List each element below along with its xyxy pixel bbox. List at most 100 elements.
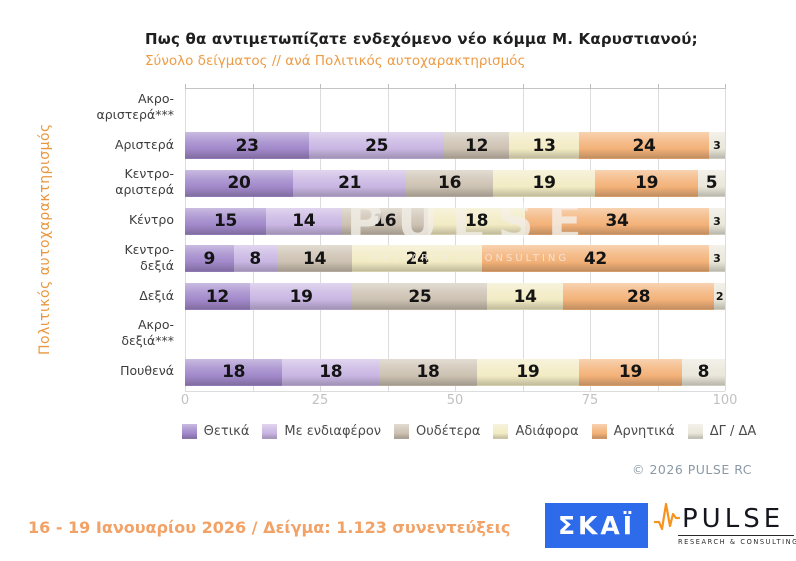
x-tick-label: 100 bbox=[712, 393, 738, 408]
bar-row: 9 8 14 24 42 3 bbox=[185, 245, 725, 273]
gridline bbox=[590, 89, 591, 391]
bar-segment: 21 bbox=[293, 169, 407, 197]
bar-value-label: 13 bbox=[532, 135, 556, 156]
bar-segment: 8 bbox=[233, 245, 277, 273]
chart-legend: Θετικά Με ενδιαφέρον Ουδέτερα Αδιάφορα Αρνητ… bbox=[148, 424, 790, 439]
gridline bbox=[320, 89, 321, 391]
bar-row: 15 14 16 18 34 3 bbox=[185, 207, 725, 235]
bar-value-label: 19 bbox=[635, 173, 659, 194]
axis-tick bbox=[522, 84, 524, 89]
bar-segment: 16 bbox=[341, 207, 428, 235]
legend-label: ΔΓ / ΔΑ bbox=[709, 424, 757, 439]
legend-label: Αρνητικά bbox=[613, 424, 675, 439]
bar-segment: 19 bbox=[579, 358, 682, 386]
skai-logo: ΣΚΑΪ bbox=[545, 503, 648, 548]
axis-tick bbox=[387, 84, 389, 89]
bar-value-label: 8 bbox=[249, 248, 261, 269]
category-label: Πουθενά bbox=[120, 363, 174, 378]
bar-segment: 14 bbox=[266, 207, 342, 235]
bar-value-label: 16 bbox=[438, 173, 462, 194]
bar-segment: 24 bbox=[352, 245, 482, 273]
survey-info-text: 16 - 19 Ιανουαρίου 2026 / Δείγμα: 1.123 … bbox=[28, 518, 511, 537]
skai-logo-text: ΣΚΑΪ bbox=[557, 511, 636, 540]
legend-swatch bbox=[262, 424, 278, 439]
axis-tick bbox=[590, 84, 591, 89]
legend-item: Με ενδιαφέρον bbox=[262, 424, 381, 439]
bar-segment: 12 bbox=[185, 283, 250, 311]
axis-tick bbox=[320, 84, 321, 89]
chart-title: Πως θα αντιμετωπίζατε ενδεχόμενο νέο κόμ… bbox=[145, 30, 698, 48]
bar-segment: 16 bbox=[406, 169, 493, 197]
x-tick-label: 75 bbox=[581, 393, 599, 408]
bar-value-label: 28 bbox=[627, 286, 651, 307]
bar-segment: 20 bbox=[185, 169, 293, 197]
gridline bbox=[522, 89, 524, 391]
bar-value-label: 2 bbox=[715, 290, 724, 304]
legend-swatch bbox=[591, 424, 607, 439]
bar-value-label: 5 bbox=[705, 173, 718, 194]
bar-segment: 23 bbox=[185, 132, 310, 160]
bar-value-label: 19 bbox=[618, 362, 642, 383]
bar-value-label: 23 bbox=[235, 135, 259, 156]
category-axis: Ακρο-αριστερά*** Αριστερά Κεντρο-αριστερά Κ… bbox=[60, 88, 180, 390]
legend-swatch bbox=[493, 424, 509, 439]
pulse-logo-subtext: RESEARCH & CONSULTING bbox=[678, 535, 796, 546]
bar-value-label: 14 bbox=[292, 211, 316, 232]
gridline bbox=[455, 89, 456, 391]
bar-value-label: 24 bbox=[632, 135, 656, 156]
bar-value-label: 3 bbox=[713, 139, 721, 153]
bar-segment: 19 bbox=[476, 358, 580, 386]
pulse-logo: PULSE RESEARCH & CONSULTING bbox=[654, 498, 796, 546]
axis-tick bbox=[252, 84, 254, 89]
bar-segment: 2 bbox=[714, 283, 725, 311]
plot-area: PULSE RESEARCH + CONSULTING 23 25 12 13 24 3 2… bbox=[185, 84, 726, 392]
bar-value-label: 12 bbox=[465, 135, 489, 156]
copyright-text: © 2026 PULSE RC bbox=[631, 462, 752, 477]
pulse-logo-text: PULSE bbox=[682, 504, 785, 534]
bar-value-label: 25 bbox=[365, 135, 389, 156]
category-label: Κεντρο-αριστερά bbox=[115, 166, 174, 198]
bar-segment: 28 bbox=[562, 283, 715, 311]
bar-value-label: 19 bbox=[516, 362, 540, 383]
bar-value-label: 18 bbox=[319, 362, 343, 383]
bar-segment: 12 bbox=[444, 132, 509, 160]
x-tick-label: 50 bbox=[446, 393, 464, 408]
gridline bbox=[387, 89, 389, 391]
bar-value-label: 9 bbox=[203, 248, 216, 269]
gridline bbox=[725, 89, 726, 391]
category-label: Κεντρο-δεξιά bbox=[124, 241, 174, 273]
axis-tick bbox=[657, 84, 659, 89]
bar-segment: 18 bbox=[379, 358, 477, 386]
bar-segment: 5 bbox=[697, 169, 725, 197]
category-label: Δεξιά bbox=[139, 287, 174, 303]
bar-segment: 25 bbox=[352, 283, 488, 311]
legend-swatch bbox=[394, 424, 410, 439]
bar-value-label: 3 bbox=[713, 252, 721, 266]
bar-value-label: 15 bbox=[213, 211, 238, 232]
bar-value-label: 14 bbox=[513, 286, 537, 307]
bar-value-label: 14 bbox=[303, 248, 327, 269]
bar-value-label: 42 bbox=[583, 248, 607, 269]
bar-segment: 9 bbox=[185, 245, 234, 273]
gridline bbox=[252, 89, 254, 391]
bar-value-label: 18 bbox=[416, 362, 440, 383]
bar-row: 20 21 16 19 19 5 bbox=[185, 169, 725, 197]
bar-value-label: 8 bbox=[697, 362, 710, 383]
bar-segment: 24 bbox=[579, 132, 709, 160]
x-axis-labels: 0 25 50 75 100 bbox=[181, 393, 738, 409]
chart-header: Πως θα αντιμετωπίζατε ενδεχόμενο νέο κόμ… bbox=[145, 30, 705, 69]
bar-segment: 14 bbox=[276, 245, 353, 273]
axis-tick bbox=[185, 84, 186, 89]
legend-item: Αρνητικά bbox=[591, 424, 675, 439]
legend-item: Θετικά bbox=[181, 424, 249, 439]
bar-segment: 8 bbox=[681, 358, 725, 386]
bar-segment: 13 bbox=[508, 132, 580, 160]
legend-label: Με ενδιαφέρον bbox=[284, 424, 382, 439]
legend-item: ΔΓ / ΔΑ bbox=[687, 424, 757, 439]
gridline bbox=[185, 89, 186, 391]
bar-row: 12 19 25 14 28 2 bbox=[185, 283, 725, 311]
bar-segment: 19 bbox=[492, 169, 596, 197]
bar-segment: 18 bbox=[282, 358, 380, 386]
chart-subtitle: Σύνολο δείγματος // ανά Πολιτικός αυτοχα… bbox=[145, 53, 526, 69]
